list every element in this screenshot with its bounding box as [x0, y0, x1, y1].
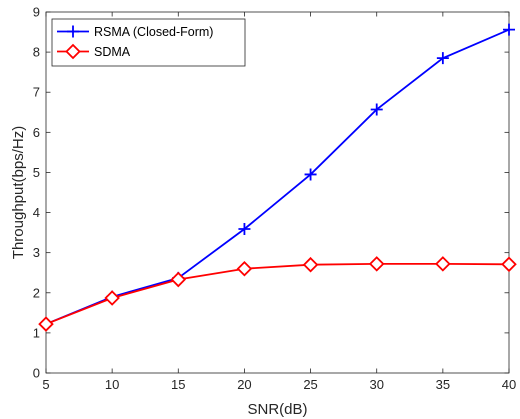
x-tick-label: 15 — [171, 377, 185, 392]
data-point — [435, 256, 451, 272]
y-tick-label: 9 — [33, 5, 40, 20]
y-tick-label: 1 — [33, 325, 40, 340]
x-tick-label: 30 — [369, 377, 383, 392]
y-tick-label: 7 — [33, 85, 40, 100]
legend-label: SDMA — [94, 45, 131, 59]
series-line — [45, 28, 510, 325]
data-point — [170, 271, 187, 288]
x-tick-label: 10 — [105, 377, 119, 392]
axis-ticks: 5 10 15 20 25 30 35 40 0 1 2 3 4 5 6 7 8 9 — [33, 5, 516, 393]
data-point — [302, 256, 319, 273]
legend-item: SDMA — [57, 43, 131, 60]
data-point — [503, 23, 515, 36]
y-tick-label: 8 — [33, 45, 40, 60]
legend-marker — [67, 25, 79, 38]
data-point — [38, 316, 54, 332]
series-group — [38, 23, 517, 332]
y-tick-label: 3 — [33, 245, 40, 260]
series-sdma — [38, 256, 517, 332]
y-tick-label: 6 — [33, 125, 40, 140]
y-tick-label: 4 — [33, 205, 40, 220]
y-tick-label: 2 — [33, 285, 40, 300]
series-line — [45, 262, 510, 325]
data-point — [238, 223, 251, 236]
y-axis-label: Throughput(bps/Hz) — [10, 126, 27, 259]
legend-marker — [65, 43, 81, 60]
legend-box — [51, 18, 246, 67]
data-point — [501, 256, 517, 273]
y-tick-label: 5 — [33, 165, 40, 180]
data-point — [436, 52, 449, 65]
legend-label: RSMA (Closed-Form) — [94, 25, 213, 39]
x-tick-label: 20 — [237, 377, 251, 392]
data-point — [304, 168, 317, 181]
data-point — [236, 260, 253, 277]
legend: RSMA (Closed-Form) SDMA — [51, 18, 246, 67]
y-tick-label: 0 — [33, 366, 40, 381]
x-axis-label: SNR(dB) — [247, 401, 307, 418]
plot-area — [45, 11, 510, 374]
x-tick-label: 25 — [303, 377, 317, 392]
data-point — [104, 290, 120, 306]
x-tick-label: 40 — [502, 377, 516, 392]
x-tick-label: 35 — [436, 377, 450, 392]
data-point — [368, 256, 385, 272]
x-tick-label: 5 — [42, 377, 49, 392]
legend-item: RSMA (Closed-Form) — [57, 25, 213, 39]
data-point — [370, 103, 383, 116]
